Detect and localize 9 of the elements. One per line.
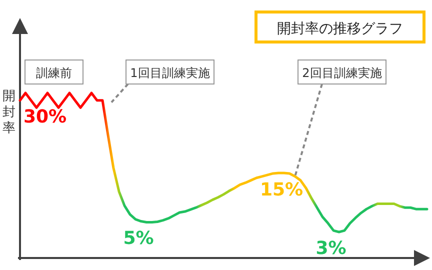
data-label: 5% <box>123 228 154 250</box>
y-axis-title: 開封率 <box>2 89 16 136</box>
text: 訓練前 <box>36 66 72 80</box>
data-label: 3% <box>316 238 346 259</box>
chart-title: 開封率の推移グラフ <box>277 21 403 37</box>
data-label: 15% <box>260 179 304 200</box>
text: 2回目訓練実施 <box>302 66 382 80</box>
data-label: 30% <box>23 106 67 128</box>
text: 1回目訓練実施 <box>130 66 210 80</box>
